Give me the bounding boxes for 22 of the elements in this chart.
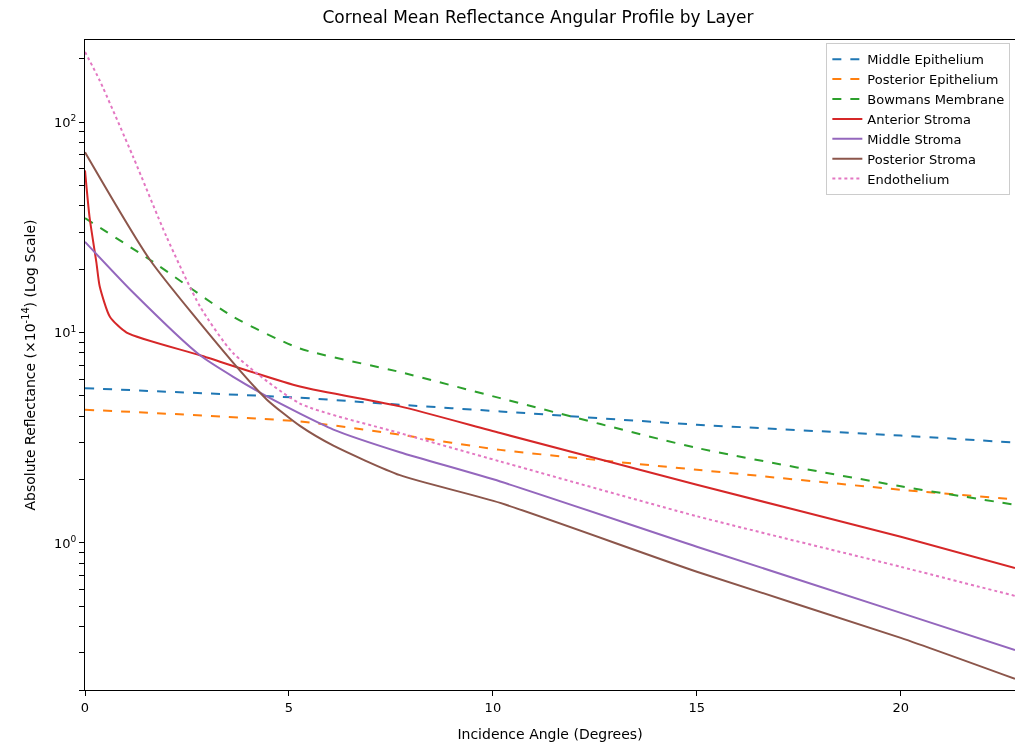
y-tick-label: 10$^{0}$: [54, 534, 77, 551]
chart-title: Corneal Mean Reflectance Angular Profile by Layer: [322, 7, 754, 28]
x-axis-title: Incidence Angle (Degrees): [457, 725, 643, 742]
x-tick-label: 15: [688, 699, 706, 715]
line-series: [85, 240, 1015, 651]
legend-label: Anterior Stroma: [867, 111, 971, 127]
line-series: [85, 50, 1015, 597]
legend-label: Posterior Stroma: [867, 151, 976, 167]
line-series: [85, 217, 1015, 506]
line-series: [85, 169, 1015, 570]
legend-label: Endothelium: [867, 171, 950, 187]
legend-label: Middle Epithelium: [867, 52, 984, 68]
y-tick-label: 10$^{1}$: [54, 323, 77, 341]
x-tick-label: 10: [484, 699, 502, 715]
x-tick-label: 20: [892, 699, 910, 715]
line-series: [85, 151, 1015, 680]
y-tick-label: 10$^{2}$: [54, 113, 77, 130]
x-tick-label: 5: [284, 699, 294, 715]
legend-label: Posterior Epithelium: [867, 72, 999, 88]
x-tick-label: 0: [80, 699, 90, 715]
legend-label: Bowmans Membrane: [867, 92, 1005, 108]
legend-label: Middle Stroma: [867, 131, 962, 147]
